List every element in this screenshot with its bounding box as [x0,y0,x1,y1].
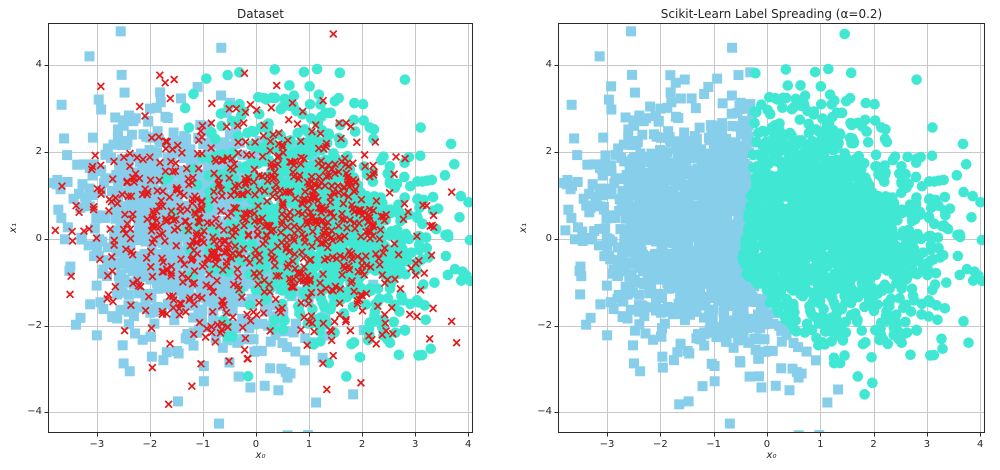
y-tick-label: 2 [35,146,42,158]
y-tick-label: −2 [537,319,552,331]
right-plot-xlabel: x₀ [766,450,777,461]
x-tick-label: −2 [142,439,158,450]
y-tick-label: 0 [35,232,42,244]
x-tick-label: −1 [195,439,211,450]
left-plot-xlabel: x₀ [255,450,266,461]
y-tick-label: 0 [545,232,552,244]
y-tick-label: −2 [27,319,42,331]
x-tick-label: −2 [652,439,668,450]
x-tick-label: −3 [89,439,105,450]
x-tick-label: 1 [817,439,824,450]
left-plot-title: Dataset [237,7,284,21]
x-tick-label: 2 [870,439,877,450]
x-tick-label: 4 [465,439,472,450]
y-tick-label: −4 [27,406,42,418]
right-plot-area [558,23,985,433]
left-plot-area [48,23,473,433]
x-tick-label: −1 [706,439,722,450]
x-tick-label: −3 [599,439,615,450]
y-tick-label: 4 [545,59,552,71]
x-tick-label: 0 [252,439,260,450]
y-tick-label: −4 [537,406,552,418]
x-tick-label: 0 [763,439,771,450]
x-tick-label: 3 [411,439,419,450]
right-plot-title: Scikit-Learn Label Spreading (α=0.2) [660,7,883,21]
x-tick-label: 1 [305,439,313,450]
x-tick-label: 3 [923,439,931,450]
x-tick-label: 2 [358,439,366,450]
y-tick-label: 4 [35,59,42,71]
x-tick-label: 4 [977,439,984,450]
y-tick-label: 2 [545,146,552,158]
